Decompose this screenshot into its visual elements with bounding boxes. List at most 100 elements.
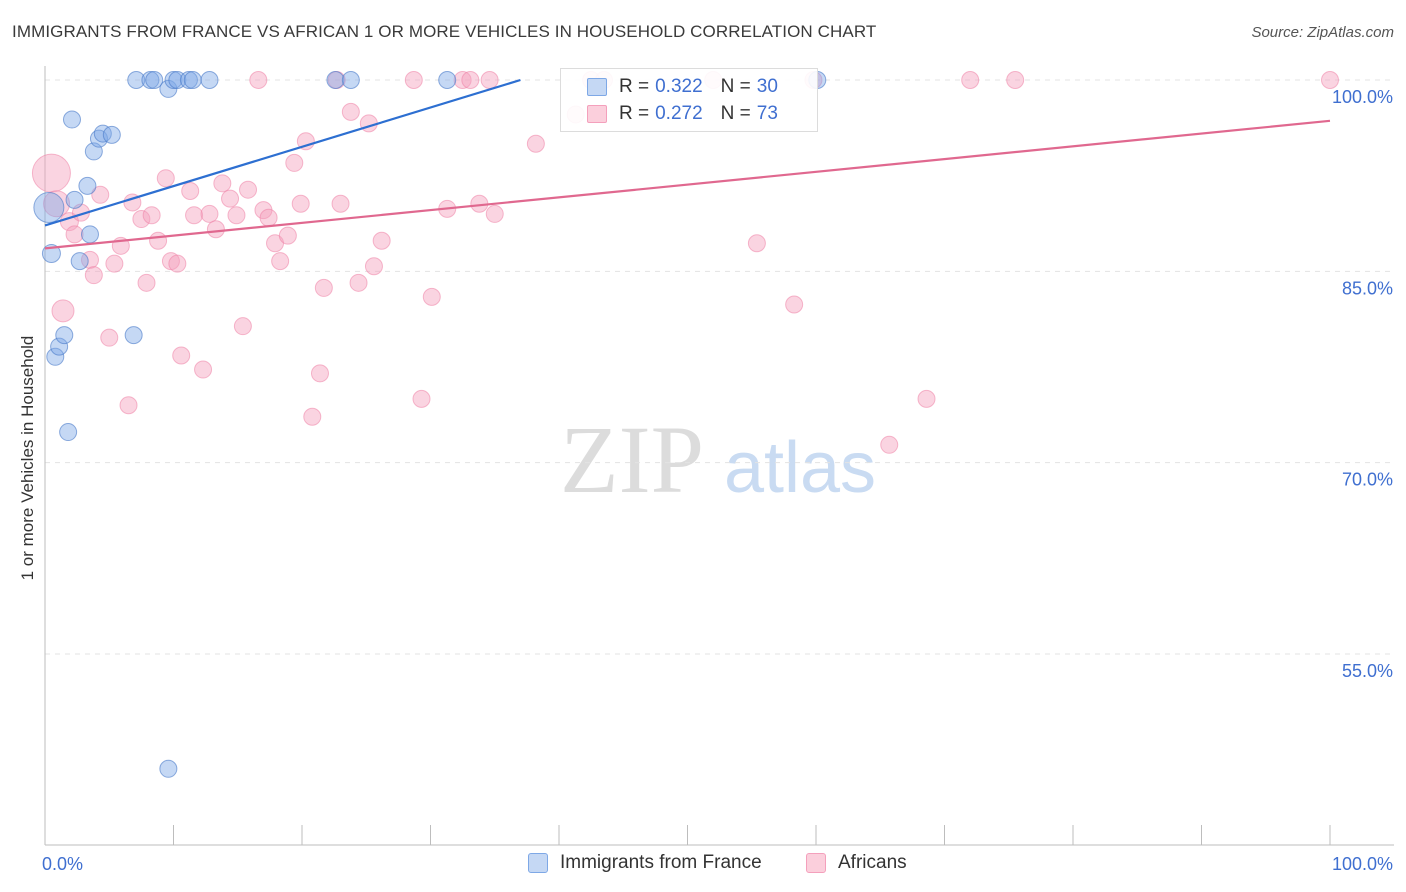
data-point-france: [78, 176, 97, 195]
data-point-africans: [961, 71, 980, 89]
data-point-africans: [453, 71, 472, 89]
data-point-france: [159, 759, 178, 778]
data-point-africans: [259, 208, 278, 227]
data-point-africans: [43, 190, 71, 218]
data-point-africans: [172, 346, 191, 365]
data-point-africans: [412, 389, 431, 408]
data-point-africans: [142, 206, 161, 225]
legend-item-france[interactable]: Immigrants from France: [528, 852, 762, 874]
axes: [44, 66, 1394, 846]
data-point-africans: [137, 273, 156, 292]
data-point-africans: [310, 364, 329, 383]
data-point-africans: [221, 189, 240, 208]
data-point-africans: [156, 169, 175, 188]
data-point-africans: [480, 71, 499, 89]
data-point-africans: [168, 254, 187, 273]
legend-r-value: 0.272: [655, 103, 703, 124]
data-point-africans: [291, 194, 310, 213]
y-tick-label: 100.0%: [1332, 87, 1393, 107]
y-tick-labels: 100.0% 85.0% 70.0% 55.0%: [1332, 87, 1393, 681]
trend-line-france: [44, 78, 521, 227]
legend-n-label: N =: [720, 103, 751, 124]
data-point-france: [46, 347, 65, 366]
data-point-france: [70, 252, 89, 271]
data-point-africans: [303, 407, 322, 426]
africans-points: [31, 71, 1339, 454]
legend-row-africans: R = 0.272 N = 73: [561, 102, 778, 126]
legend-n-value: 30: [756, 76, 778, 97]
y-tick-label: 55.0%: [1342, 661, 1393, 681]
data-point-africans: [278, 226, 297, 245]
data-point-france: [127, 71, 146, 89]
legend-r-value: 0.322: [655, 76, 703, 97]
data-point-africans: [119, 396, 138, 415]
data-point-africans: [100, 328, 119, 347]
data-point-africans: [249, 71, 268, 89]
data-point-africans: [206, 220, 225, 239]
data-point-africans: [239, 180, 258, 199]
series-legend: Immigrants from France Africans: [0, 850, 1406, 880]
data-point-france: [141, 71, 160, 89]
legend-n-value: 73: [756, 103, 778, 124]
data-point-africans: [880, 435, 899, 454]
data-point-africans: [747, 234, 766, 253]
data-point-africans: [213, 174, 232, 193]
legend-row-france: R = 0.322 N = 30: [561, 75, 778, 99]
data-point-france: [200, 71, 219, 89]
data-point-france: [326, 71, 345, 89]
y-tick-label: 70.0%: [1342, 470, 1393, 490]
watermark-zip: ZIP: [560, 406, 704, 513]
data-point-france: [145, 71, 164, 89]
france-points: [33, 71, 827, 778]
data-point-france: [93, 124, 112, 143]
data-point-africans: [105, 254, 124, 273]
data-point-africans: [233, 317, 252, 336]
data-point-france: [59, 423, 78, 442]
data-point-africans: [194, 360, 213, 379]
legend-n-label: N =: [720, 76, 751, 97]
data-point-france: [183, 71, 202, 89]
data-point-africans: [285, 153, 304, 172]
data-point-france: [438, 71, 457, 89]
legend-swatch-africans: [806, 853, 826, 873]
data-point-africans: [51, 299, 75, 323]
data-point-france: [62, 110, 81, 129]
data-point-africans: [314, 278, 333, 297]
stats-legend: R = 0.322 N = 30 R = 0.272 N = 73: [560, 68, 818, 132]
data-point-africans: [132, 210, 151, 229]
data-point-africans: [404, 71, 423, 89]
legend-swatch-africans: [587, 105, 607, 123]
legend-label-africans: Africans: [838, 852, 907, 873]
data-point-africans: [31, 153, 71, 193]
data-point-france: [65, 190, 84, 209]
data-point-africans: [917, 389, 936, 408]
data-point-france: [124, 326, 143, 345]
data-point-france: [33, 192, 65, 224]
data-point-africans: [181, 181, 200, 200]
trend-line-africans: [44, 119, 1331, 250]
legend-r-label: R =: [619, 76, 650, 97]
x-tick-label: 0.0%: [42, 854, 83, 874]
data-point-france: [341, 71, 360, 89]
data-point-africans: [271, 252, 290, 271]
source-label: Source: ZipAtlas.com: [1251, 24, 1394, 41]
watermark-atlas: atlas: [724, 428, 876, 508]
watermark: ZIP atlas: [560, 406, 876, 513]
data-point-africans: [422, 287, 441, 306]
chart-title: IMMIGRANTS FROM FRANCE VS AFRICAN 1 OR M…: [12, 22, 877, 41]
data-point-africans: [341, 102, 360, 121]
data-point-africans: [526, 134, 545, 153]
legend-item-africans[interactable]: Africans: [806, 852, 907, 874]
data-point-africans: [1321, 71, 1339, 89]
data-point-africans: [149, 231, 168, 250]
data-point-africans: [65, 225, 84, 244]
data-point-france: [179, 71, 198, 89]
legend-label-france: Immigrants from France: [560, 852, 762, 873]
data-point-africans: [227, 206, 246, 225]
data-point-africans: [364, 257, 383, 276]
data-point-africans: [84, 266, 103, 285]
data-point-france: [102, 125, 121, 144]
y-tick-label: 85.0%: [1342, 278, 1393, 298]
data-point-africans: [185, 206, 204, 225]
